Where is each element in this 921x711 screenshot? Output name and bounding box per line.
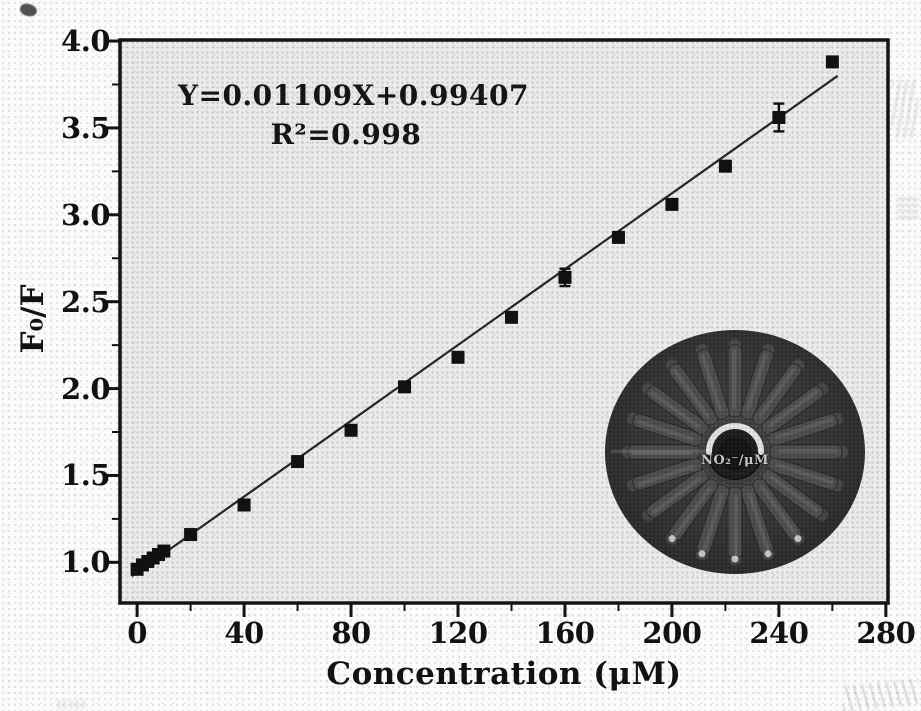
x-tick-label: 160 [535, 616, 595, 650]
fit-equation: Y=0.01109X+0.99407 R²=0.998 [178, 76, 529, 154]
data-point [398, 380, 412, 394]
data-point [291, 455, 305, 469]
data-point [665, 197, 679, 211]
x-tick-label: 80 [331, 616, 371, 650]
data-point [772, 110, 786, 124]
data-point [344, 423, 358, 437]
x-tick-label: 120 [428, 616, 488, 650]
x-tick-label: 0 [127, 616, 147, 650]
data-point [611, 230, 625, 244]
y-axis-title: F₀/F [15, 284, 51, 354]
x-tick-label: 200 [642, 616, 702, 650]
data-point [718, 159, 732, 173]
x-tick-label: 240 [749, 616, 809, 650]
data-point [504, 310, 518, 324]
fit-r-squared: R²=0.998 [270, 118, 422, 151]
y-tick-label: 2.0 [61, 371, 110, 406]
data-point [237, 498, 251, 512]
data-point [558, 270, 572, 284]
data-point [184, 528, 198, 542]
data-point [825, 55, 839, 69]
x-tick-label: 280 [856, 616, 916, 650]
y-tick-label: 3.0 [61, 197, 110, 232]
y-tick-label: 3.5 [61, 110, 110, 145]
inset-halftone-overlay [605, 330, 865, 574]
data-point [451, 350, 465, 364]
y-tick-label: 2.5 [61, 284, 110, 319]
data-point [157, 544, 171, 558]
inset-center-label: NO₂⁻/μM [701, 453, 769, 468]
x-axis-title: Concentration (μM) [326, 656, 682, 692]
inset-photo: NO₂⁻/μM [603, 329, 867, 577]
y-tick-label: 1.5 [61, 458, 110, 493]
y-tick-label: 4.0 [61, 24, 110, 59]
x-tick-label: 40 [224, 616, 264, 650]
plot-frame [118, 38, 890, 605]
fit-equation-line: Y=0.01109X+0.99407 [178, 79, 529, 112]
fit-line [131, 74, 839, 578]
inset-photo-svg [605, 330, 865, 574]
y-tick-label: 1.0 [61, 545, 110, 580]
